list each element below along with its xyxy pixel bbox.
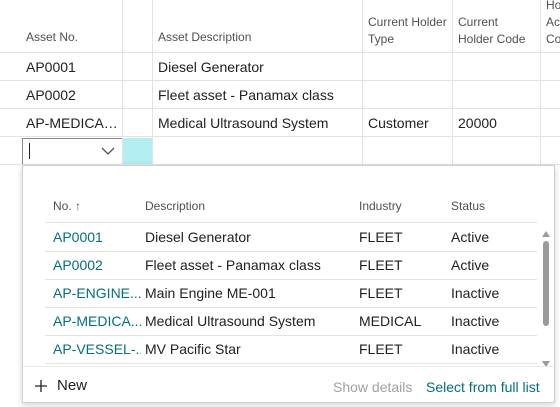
row-divider (0, 136, 560, 137)
lookup-footer: New Show details Select from full list (23, 366, 554, 402)
caret (29, 143, 30, 159)
lookup-column-header[interactable]: Industry (359, 199, 402, 213)
scroll-up[interactable] (542, 230, 550, 238)
lookup-row-divider (45, 279, 537, 280)
grid-cell[interactable]: AP0002 (26, 87, 76, 103)
lookup-column-header[interactable]: No. ↑ (53, 199, 82, 213)
lookup-cell[interactable]: AP-ENGINE... (53, 285, 141, 301)
lookup-cell: Active (451, 229, 490, 245)
lookup-row-divider (45, 307, 537, 308)
grid-cell: Medical Ultrasound System (158, 115, 329, 131)
lookup-panel: No. ↑ Description Industry Status AP0001 Dies… (22, 165, 555, 403)
new-button[interactable]: New (57, 377, 88, 394)
lookup-cell: Inactive (451, 285, 500, 301)
row-divider (0, 80, 560, 81)
row-divider (0, 52, 560, 53)
grid-cell: Customer (368, 115, 429, 131)
lookup-row-divider (45, 251, 537, 252)
lookup-cell[interactable]: AP-MEDICA... (53, 313, 141, 329)
scroll-down[interactable] (542, 360, 550, 368)
lookup-cell: Main Engine ME-001 (145, 285, 276, 301)
lookup-cell: FLEET (359, 341, 403, 357)
column-header[interactable]: Asset No. (26, 30, 79, 44)
column-divider (452, 0, 453, 165)
column-header[interactable]: Asset Description (158, 30, 252, 44)
lookup-cell[interactable]: AP-VESSEL-... (53, 341, 141, 357)
lookup-column-header[interactable]: Status (451, 199, 486, 213)
grid-cell: Diesel Generator (158, 59, 264, 75)
lookup-cell: Medical Ultrasound System (145, 313, 316, 329)
lookup-cell: Inactive (451, 341, 500, 357)
row-divider (0, 164, 560, 165)
row-divider (0, 108, 560, 109)
column-divider (540, 0, 541, 165)
column-divider (152, 0, 153, 165)
lookup-cell: FLEET (359, 257, 403, 273)
grid-cell[interactable]: AP0001 (26, 59, 76, 75)
column-header[interactable]: Current Holder Code (458, 15, 526, 46)
selected-cell (123, 138, 152, 165)
lookup-cell: Inactive (451, 313, 500, 329)
column-divider (122, 0, 123, 165)
lookup-cell: Active (451, 257, 490, 273)
lookup-cell: FLEET (359, 285, 403, 301)
lookup-cell[interactable]: AP0001 (53, 229, 103, 245)
lookup-cell: FLEET (359, 229, 403, 245)
column-header[interactable]: Ho Ac Co (546, 0, 560, 46)
column-header[interactable]: Current Holder Type (368, 15, 447, 46)
grid-cell: 20000 (458, 115, 497, 131)
select-full-list[interactable]: Select from full list (426, 379, 540, 395)
lookup-header-divider (45, 222, 537, 223)
column-divider (362, 0, 363, 165)
grid-cell[interactable]: AP-MEDICAL... (26, 115, 120, 131)
dropdown-chevron[interactable] (96, 141, 120, 161)
plus-icon[interactable] (34, 379, 48, 393)
show-details[interactable]: Show details (333, 379, 413, 395)
scrollbar-thumb[interactable] (543, 241, 549, 326)
lookup-row-divider (45, 363, 537, 364)
lookup-column-header[interactable]: Description (145, 199, 206, 213)
lookup-cell: MV Pacific Star (145, 341, 241, 357)
lookup-cell[interactable]: AP0002 (53, 257, 103, 273)
lookup-cell: Diesel Generator (145, 229, 251, 245)
lookup-row-divider (45, 335, 537, 336)
lookup-cell: MEDICAL (359, 313, 422, 329)
lookup-cell: Fleet asset - Panamax class (145, 257, 321, 273)
grid-cell: Fleet asset - Panamax class (158, 87, 334, 103)
